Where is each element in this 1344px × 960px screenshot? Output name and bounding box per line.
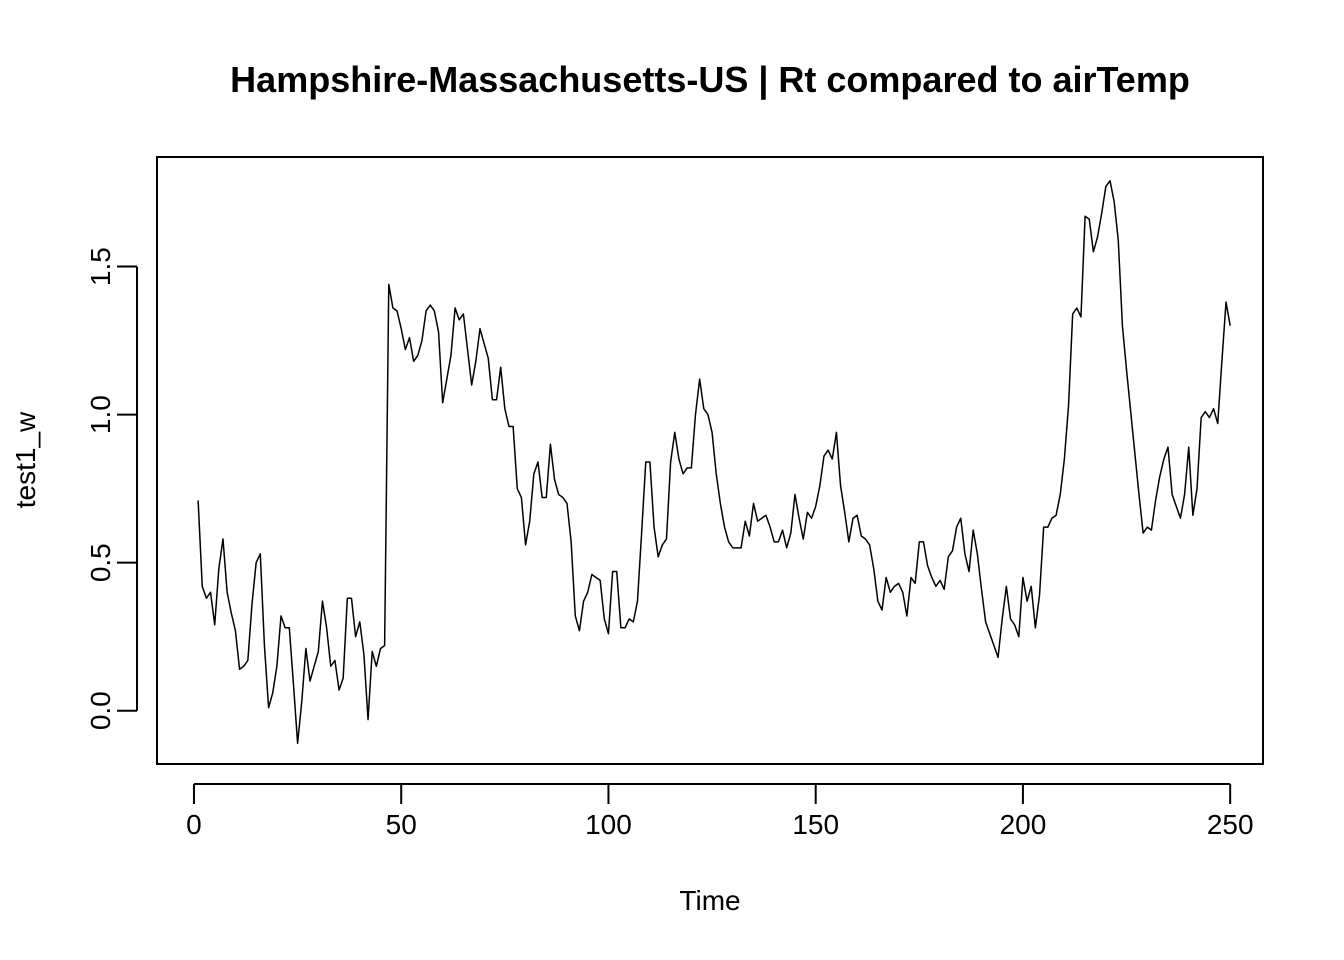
x-tick-label: 150 (792, 809, 839, 840)
x-tick-label: 50 (386, 809, 417, 840)
chart-title: Hampshire-Massachusetts-US | Rt compared… (230, 59, 1190, 101)
x-tick-label: 250 (1207, 809, 1254, 840)
y-axis: 0.0 0.5 1.0 1.5 (85, 247, 138, 730)
x-axis-label: Time (679, 885, 740, 916)
x-tick-label: 100 (585, 809, 632, 840)
y-tick-label: 0.5 (85, 543, 116, 582)
x-tick-label: 200 (1000, 809, 1047, 840)
series-line-test1-w (197, 179, 1231, 745)
x-axis: 0 50 100 150 200 250 (186, 783, 1254, 840)
y-tick-label: 1.5 (85, 247, 116, 286)
y-tick-label: 0.0 (85, 691, 116, 730)
plot-area-frame (156, 156, 1264, 765)
y-axis-label: test1_w (10, 411, 41, 508)
y-tick-label: 1.0 (85, 395, 116, 434)
x-tick-label: 0 (186, 809, 202, 840)
